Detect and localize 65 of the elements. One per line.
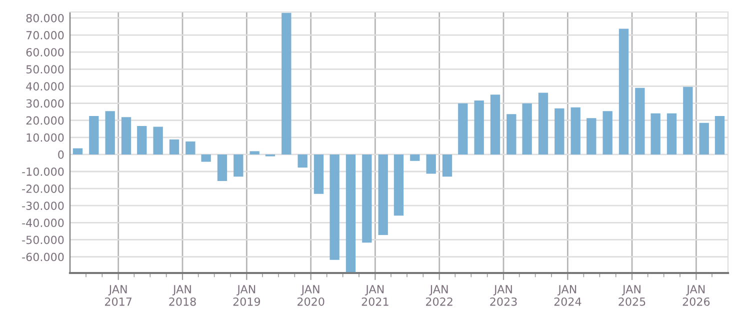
bar [650,113,660,154]
x-tick-label: JAN 2020 [298,285,324,306]
bar [346,154,356,272]
bar [570,107,580,154]
bar [394,154,404,216]
y-tick-label: -30.000 [22,202,64,210]
bar [362,154,372,243]
bar [586,118,596,154]
y-tick-label: 70.000 [26,31,64,40]
bar [618,28,629,154]
y-tick-label: 40.000 [26,82,64,91]
bar [217,154,228,182]
bar [602,111,612,154]
bar [378,154,388,235]
bar [137,126,147,154]
bar [186,141,196,154]
bar [699,122,709,154]
bar [635,88,645,154]
y-tick-label: 60.000 [26,48,64,56]
x-tick-label: JAN 2017 [105,285,132,306]
y-tick-label: 30.000 [26,99,64,108]
bar [314,154,324,194]
y-tick-label: -40.000 [22,218,64,228]
bar [554,108,564,154]
bar [153,126,163,154]
bar [458,103,468,154]
bar [169,139,180,154]
bar [330,154,340,260]
x-tick-label: JAN 2022 [426,285,452,306]
bar [282,12,292,154]
bar [474,100,484,154]
x-tick-label: JAN 2021 [362,285,388,306]
bar [683,86,693,154]
y-tick-label: -10.000 [22,167,64,176]
y-tick-label: 20.000 [26,116,64,125]
bar [201,154,211,162]
bar [522,103,532,154]
y-tick-label: -20.000 [22,184,64,193]
bar [121,117,132,154]
bar [298,154,308,168]
x-tick-label: JAN 2024 [554,285,582,306]
y-tick-label: 80.000 [26,14,64,22]
bar [538,92,548,154]
x-tick-label: JAN 2026 [682,285,710,306]
x-tick-label: JAN 2019 [233,285,260,306]
y-tick-label: 10.000 [26,133,64,142]
bar [714,116,725,154]
x-tick-label: JAN 2023 [490,285,517,306]
bar [426,154,436,174]
bar [490,94,500,154]
bar [250,151,260,154]
bar [442,154,452,177]
bar [72,148,83,154]
bar [89,116,99,154]
y-tick-label: 50.000 [26,65,64,74]
x-tick-label: JAN 2018 [169,285,196,306]
bar [410,154,420,161]
y-tick-label: -60.000 [22,252,64,262]
bar [234,154,244,177]
bar [666,113,677,154]
y-tick-label: -50.000 [22,236,64,244]
bar [105,111,115,154]
y-tick-label: 0 [58,150,64,159]
bar [506,114,516,154]
x-tick-label: JAN 2025 [618,285,646,306]
